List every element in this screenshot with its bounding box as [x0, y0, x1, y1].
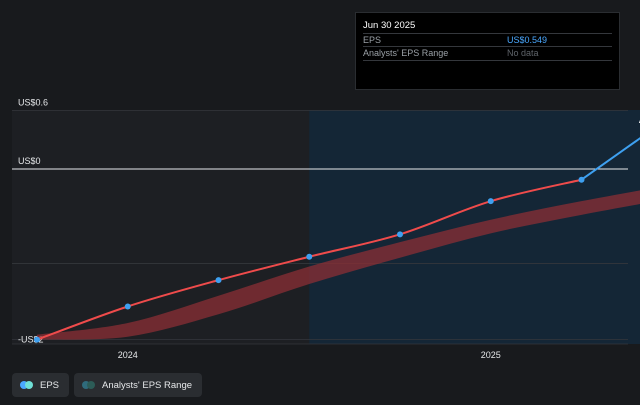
chart-legend: EPS Analysts' EPS Range — [12, 373, 203, 397]
eps-actual-line-tail — [580, 137, 640, 181]
y-tick-label-2: -US$2 — [18, 335, 44, 345]
legend-range-swatch-icon — [82, 381, 96, 389]
tooltip-eps-label: EPS — [363, 35, 382, 45]
tooltip-row-eps: EPS US$0.549 — [363, 33, 612, 47]
past-period-shade — [12, 110, 310, 344]
x-tick-label-1: 2025 — [481, 350, 501, 360]
legend-eps-label: EPS — [40, 379, 60, 391]
legend-eps-swatch-icon — [20, 381, 34, 389]
eps-point-0 — [34, 336, 40, 343]
eps-point-5 — [487, 198, 494, 205]
eps-chart: US$0.6US$0-US$2202420252026ActualAnalyst… — [12, 98, 640, 360]
hover-tooltip: Jun 30 2025 EPS US$0.549 Analysts' EPS R… — [355, 12, 620, 90]
x-tick-label-0: 2024 — [118, 350, 138, 360]
eps-point-2 — [215, 277, 222, 284]
tooltip-range-label: Analysts' EPS Range — [363, 48, 449, 58]
legend-range-dot-2 — [87, 381, 96, 389]
y-tick-label-0: US$0.6 — [18, 98, 48, 108]
legend-item-eps[interactable]: EPS — [12, 373, 70, 397]
legend-eps-dot-2 — [25, 381, 33, 389]
eps-point-6 — [578, 176, 585, 183]
legend-eps-dot-1 — [20, 381, 28, 389]
eps-point-1 — [124, 303, 131, 310]
eps-point-4 — [397, 231, 403, 238]
tooltip-row-range: Analysts' EPS Range No data — [363, 46, 612, 61]
eps-range-band-actual — [37, 190, 640, 340]
y-tick-label-1: US$0 — [18, 156, 41, 166]
tooltip-date: Jun 30 2025 — [363, 20, 416, 31]
tooltip-range-value: No data — [507, 48, 539, 58]
legend-range-label: Analysts' EPS Range — [102, 379, 193, 391]
actual-section-label: Actual — [639, 115, 640, 125]
tooltip-eps-value: US$0.549 — [507, 35, 548, 45]
eps-point-3 — [306, 253, 313, 260]
legend-item-eps-range[interactable]: Analysts' EPS Range — [74, 373, 203, 397]
legend-range-dot-1 — [82, 381, 91, 389]
